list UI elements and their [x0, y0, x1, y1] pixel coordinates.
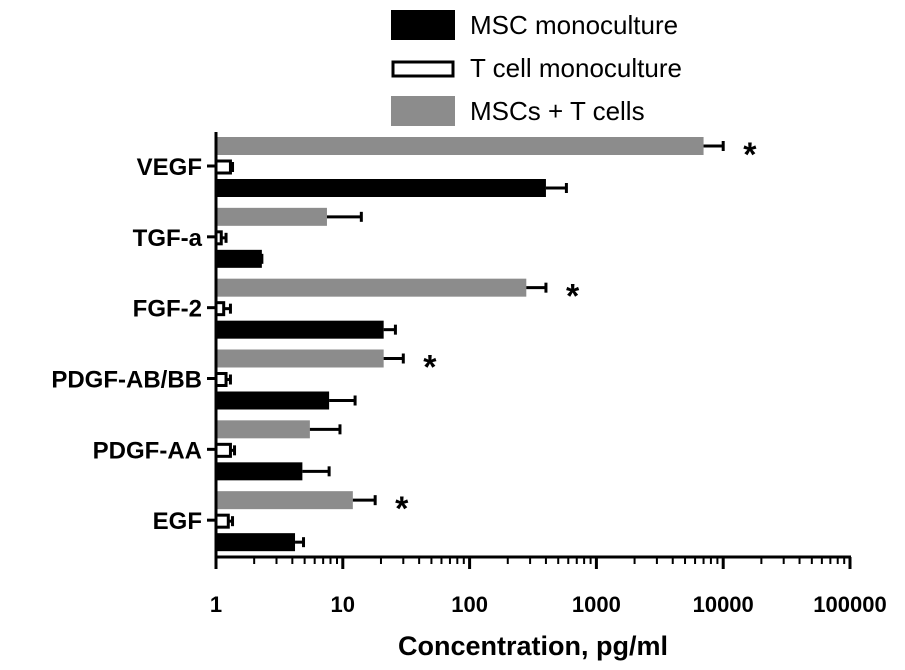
- category-label-egf: EGF: [153, 508, 202, 535]
- bar-pdgf-ab-bb-msc-monoculture: [216, 391, 330, 410]
- category-label-pdgf-aa: PDGF-AA: [93, 437, 202, 464]
- x-axis-title: Concentration, pg/ml: [398, 631, 668, 661]
- x-tick-label-10000: 10000: [693, 592, 754, 617]
- x-tick-label-1000: 1000: [572, 592, 621, 617]
- bar-tgf-a-msc-monoculture: [216, 249, 262, 268]
- bar-fgf-2-mscs-t-cells: [216, 278, 527, 297]
- legend: MSC monoculture T cell monoculture MSCs + …: [391, 10, 682, 126]
- bar-egf-msc-monoculture: [216, 533, 296, 552]
- legend-swatch-msc-monoculture: [391, 10, 455, 40]
- significance-star-vegf: *: [743, 136, 757, 174]
- bar-pdgf-ab-bb-t-cell-monoculture: [214, 372, 228, 387]
- legend-swatch-t-cell-monoculture: [391, 60, 455, 78]
- bar-fgf-2-msc-monoculture: [216, 320, 384, 339]
- category-label-pdgf-ab-bb: PDGF-AB/BB: [51, 367, 202, 394]
- bar-tgf-a-mscs-t-cells: [216, 207, 327, 226]
- legend-label-t-cell-monoculture: T cell monoculture: [470, 53, 682, 83]
- axes-layer: VEGF * TGF-a FGF-2 * PDGF-AB/BB * PDGF-AA EGF * 1 1…: [51, 132, 887, 617]
- x-tick-label-100000: 100000: [813, 592, 886, 617]
- bars-layer: [214, 137, 725, 552]
- legend-label-msc-monoculture: MSC monoculture: [470, 10, 678, 40]
- legend-swatch-mscs-t-cells: [391, 96, 455, 126]
- significance-star-egf: *: [395, 490, 409, 528]
- bar-vegf-mscs-t-cells: [216, 137, 704, 155]
- x-tick-label-10: 10: [331, 592, 355, 617]
- legend-label-mscs-t-cells: MSCs + T cells: [470, 96, 645, 126]
- x-tick-label-100: 100: [451, 592, 488, 617]
- significance-star-pdgf-ab-bb: *: [423, 349, 437, 387]
- significance-star-fgf-2: *: [566, 278, 580, 316]
- x-tick-label-1: 1: [210, 592, 222, 617]
- category-label-vegf: VEGF: [137, 154, 202, 181]
- bar-vegf-t-cell-monoculture: [214, 159, 232, 175]
- bar-egf-t-cell-monoculture: [214, 513, 230, 529]
- bar-pdgf-aa-mscs-t-cells: [216, 420, 310, 439]
- category-label-tgf-a: TGF-a: [133, 225, 203, 252]
- bar-pdgf-ab-bb-mscs-t-cells: [216, 349, 384, 368]
- bar-egf-mscs-t-cells: [216, 491, 353, 510]
- bar-pdgf-aa-msc-monoculture: [216, 462, 303, 481]
- category-label-fgf-2: FGF-2: [133, 296, 202, 323]
- bar-vegf-msc-monoculture: [216, 179, 546, 197]
- bar-pdgf-aa-t-cell-monoculture: [214, 442, 232, 458]
